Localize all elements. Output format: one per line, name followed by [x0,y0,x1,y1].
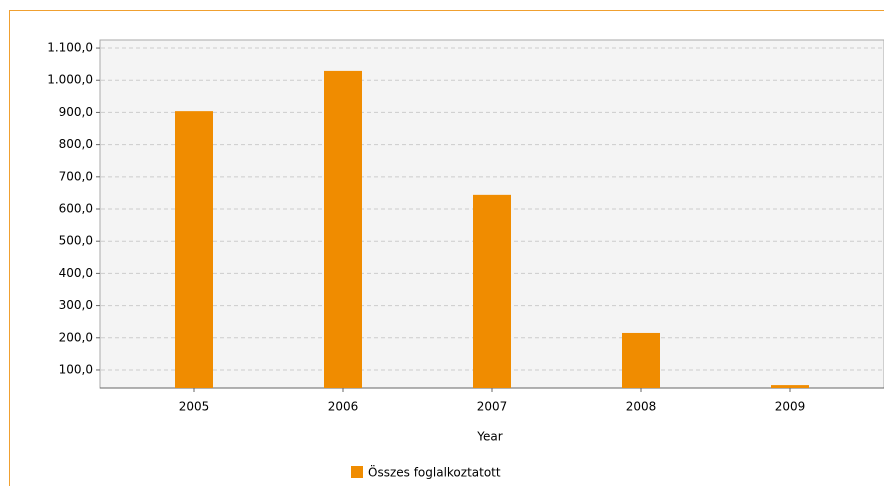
x-tick-label: 2009 [775,400,806,414]
y-tick-label: 800,0 [59,137,93,151]
y-tick-label: 700,0 [59,169,93,183]
x-tick-label: 2006 [328,400,359,414]
y-tick-label: 1.100,0 [47,41,93,55]
y-tick-label: 1.000,0 [47,73,93,87]
bar [175,111,213,388]
y-tick-label: 600,0 [59,202,93,216]
x-tick-label: 2008 [626,400,657,414]
legend-label: Összes foglalkoztatott [368,464,501,480]
y-tick-label: 200,0 [59,330,93,344]
y-tick-label: 300,0 [59,298,93,312]
y-tick-label: 100,0 [59,362,93,376]
x-axis-label: Year [476,430,502,444]
bar [473,194,511,388]
legend-swatch [351,466,363,478]
x-tick-label: 2005 [179,400,210,414]
bar [771,385,809,388]
bar [324,70,362,388]
y-tick-label: 500,0 [59,234,93,248]
y-tick-label: 900,0 [59,105,93,119]
bar [622,332,660,388]
x-tick-label: 2007 [477,400,508,414]
y-tick-label: 400,0 [59,266,93,280]
